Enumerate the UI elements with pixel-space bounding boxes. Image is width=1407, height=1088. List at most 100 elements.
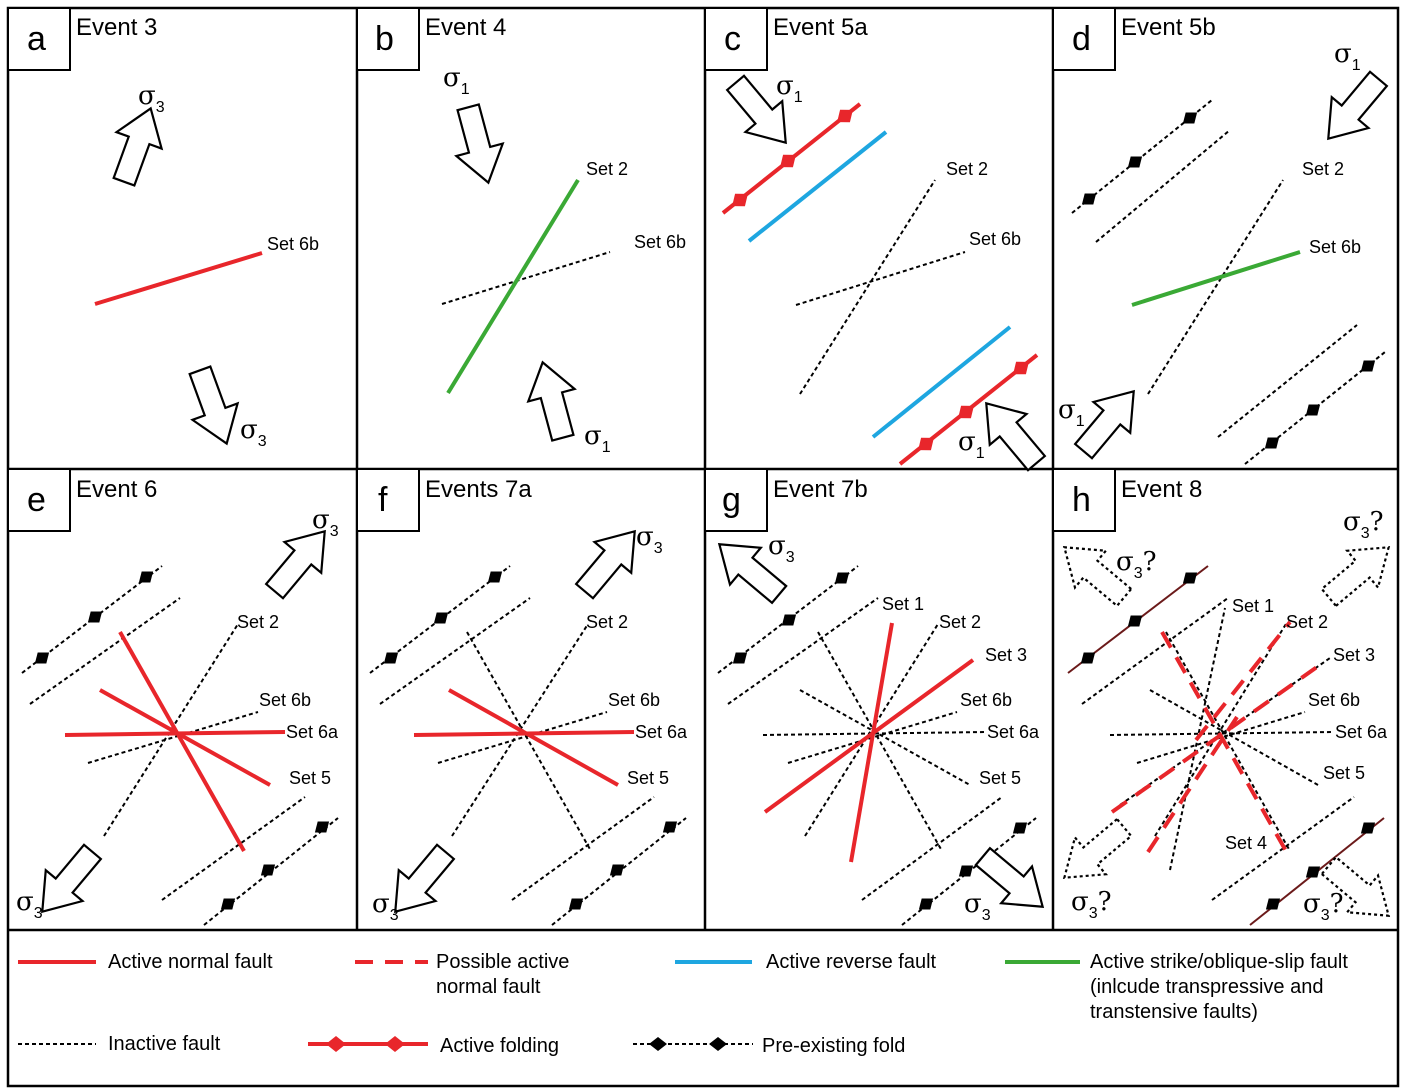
inactive-fault-steep — [466, 631, 592, 852]
inactive-fault — [1081, 597, 1229, 705]
panel-c: Set 2 Set 6b σ1 σ1 — [716, 66, 1056, 480]
label-set5: Set 5 — [979, 768, 1021, 788]
sigma1-label: σ1 — [584, 421, 611, 456]
set6a-normal-fault — [413, 730, 635, 737]
panel-letter-g: g — [722, 481, 741, 519]
possible-normal-fault — [1160, 631, 1288, 852]
label-set6b: Set 6b — [1308, 690, 1360, 710]
preexisting-fold-lower — [551, 815, 687, 926]
label-set2: Set 2 — [237, 612, 279, 632]
label-set1: Set 1 — [882, 594, 924, 614]
legend-strike-line1: Active strike/oblique-slip fault — [1090, 951, 1348, 973]
legend-possible-line2: normal fault — [436, 976, 541, 998]
panel-b: Set 2 Set 6b σ1 σ1 — [441, 63, 686, 456]
label-set6b: Set 6b — [608, 690, 660, 710]
set4-inactive-fault — [817, 631, 943, 852]
panel-letter-f: f — [378, 481, 388, 519]
set2-strike-slip-fault — [446, 178, 580, 395]
label-set1: Set 1 — [1232, 596, 1274, 616]
panel-f: Set 2 Set 6b Set 6a Set 5 σ3 σ3 — [369, 514, 688, 929]
possible-normal-fault — [1110, 660, 1326, 814]
label-set2: Set 2 — [939, 612, 981, 632]
panel-letter-e: e — [27, 481, 46, 519]
sigma3-label: σ3 — [16, 887, 43, 922]
legend-possible-line1: Possible active — [436, 951, 569, 973]
panel-title-g: Event 7b — [773, 476, 868, 503]
set6b-strike-slip-fault — [1131, 250, 1301, 307]
preexisting-fold-lower — [203, 815, 339, 926]
panel-h: Set 1 Set 2 Set 3 Set 6b Set 6a Set 5 Se… — [1047, 507, 1406, 936]
set6b-inactive-fault — [787, 711, 958, 764]
legend-preexisting-swatch — [633, 1037, 753, 1051]
set3-normal-fault — [763, 658, 975, 814]
sigma3-label: σ3 — [768, 531, 795, 566]
panel-e: Set 2 Set 6b Set 6a Set 5 σ3 σ3 — [16, 505, 345, 929]
preexisting-fold-upper — [717, 565, 859, 674]
legend-inactive: Inactive fault — [108, 1033, 221, 1055]
legend-normal: Active normal fault — [108, 951, 273, 973]
sigma3-label: σ3 — [138, 81, 165, 116]
label-set2: Set 2 — [946, 159, 988, 179]
sigma3-label: σ3? — [1343, 507, 1384, 542]
sigma3-label: σ3 — [372, 889, 399, 924]
label-set2: Set 2 — [1286, 612, 1328, 632]
preexisting-fold-upper — [21, 565, 163, 674]
preexisting-fold-lower — [1244, 351, 1386, 465]
panel-title-h: Event 8 — [1121, 476, 1202, 503]
sigma1-label: σ1 — [958, 427, 985, 462]
reverse-fault-lower — [871, 325, 1012, 439]
legend-folding: Active folding — [440, 1035, 559, 1057]
sigma3-label: σ3 — [312, 505, 339, 540]
panel-title-e: Event 6 — [76, 476, 157, 503]
set1-normal-fault — [849, 622, 894, 863]
active-fold-lower — [898, 353, 1039, 466]
sigma3-label: σ3? — [1116, 547, 1157, 582]
set6a-inactive-fault — [1109, 731, 1333, 736]
preexisting-fold-lower — [901, 816, 1037, 926]
set5-inactive-fault — [1149, 689, 1319, 786]
sigma1-label: σ1 — [1334, 39, 1361, 74]
label-set2: Set 2 — [1302, 159, 1344, 179]
sigma3-label: σ3? — [1071, 887, 1112, 922]
normal-fault-steep — [118, 631, 246, 852]
inactive-fault — [29, 597, 181, 705]
preexisting-fold-lower — [1249, 816, 1385, 926]
label-set6a: Set 6a — [1335, 722, 1388, 742]
sigma3-label: σ3 — [240, 415, 267, 450]
inactive-fault — [511, 796, 655, 901]
inactive-fault — [861, 796, 1003, 901]
label-set2: Set 2 — [586, 612, 628, 632]
inactive-fault — [727, 597, 879, 705]
set4-inactive-fault — [1165, 631, 1291, 852]
panel-title-f: Events 7a — [425, 476, 532, 503]
set5-normal-fault — [448, 688, 619, 787]
sigma3-label: σ3? — [1303, 889, 1344, 924]
legend-folding-swatch — [308, 1036, 428, 1052]
set5-normal-fault — [99, 688, 271, 787]
set2-inactive-fault — [799, 179, 936, 395]
label-set6b: Set 6b — [634, 232, 686, 252]
legend-strike-line3: transtensive faults) — [1090, 1001, 1258, 1023]
panel-letter-a: a — [27, 20, 46, 58]
sigma1-arrow-up — [518, 355, 588, 446]
set6b-inactive-fault — [87, 711, 259, 764]
panel-title-b: Event 4 — [425, 14, 506, 41]
sigma1-label: σ1 — [776, 71, 803, 106]
sigma3-uncertain-arrow — [1047, 808, 1141, 898]
label-set3: Set 3 — [985, 645, 1027, 665]
preexisting-fold-upper — [369, 565, 511, 674]
panel-letter-c: c — [724, 20, 741, 58]
label-set2: Set 2 — [586, 159, 628, 179]
panel-headers: a b c d e f g h Event 3 Event 4 Event 5a… — [7, 7, 1216, 532]
inactive-fault — [1095, 129, 1231, 243]
panel-title-a: Event 3 — [76, 14, 157, 41]
preexisting-fold-upper — [1071, 99, 1213, 214]
sigma3-arrow-down — [176, 360, 251, 453]
sigma1-label: σ1 — [443, 63, 470, 98]
outer-frame — [6, 6, 1400, 1088]
legend-strike-line2: (inlcude transpressive and — [1090, 976, 1323, 998]
possible-normal-fault — [1194, 620, 1292, 742]
sigma1-arrow-down — [443, 99, 513, 190]
panel-g: Set 1 Set 2 Set 3 Set 6b Set 6a Set 5 σ3… — [702, 524, 1060, 927]
